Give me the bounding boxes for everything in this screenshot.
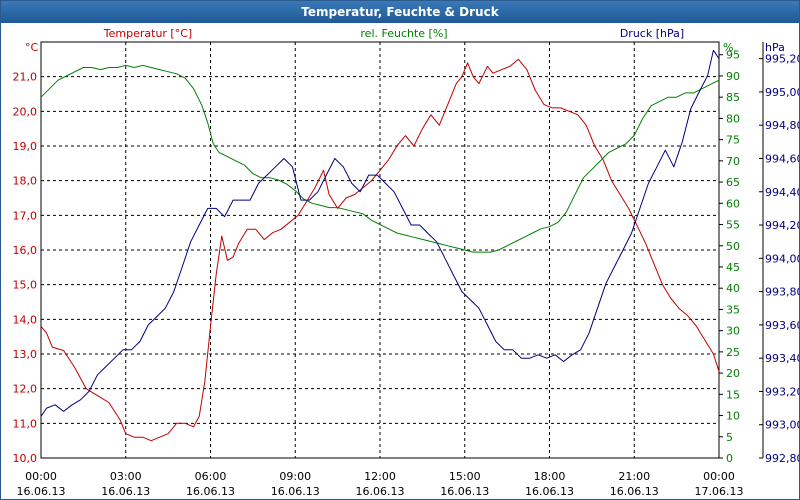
x-tick-date: 16.06.13 [610,485,659,498]
pressure-tick-label: 994,60 [765,152,799,165]
temperature-tick-label: 11,0 [13,417,38,430]
humidity-tick-label: 15 [726,388,740,401]
pressure-tick-label: 993,20 [765,385,799,398]
x-tick-time: 00:00 [703,470,735,483]
humidity-tick-label: 70 [726,155,740,168]
temperature-tick-label: 10,0 [13,452,38,465]
pressure-tick-label: 993,80 [765,286,799,299]
humidity-tick-label: 75 [726,134,740,147]
x-tick-time: 12:00 [364,470,396,483]
humidity-tick-label: 95 [726,49,740,62]
pressure-tick-label: 994,00 [765,252,799,265]
humidity-tick-label: 45 [726,261,740,274]
x-tick-time: 18:00 [534,470,566,483]
humidity-tick-label: 25 [726,346,740,359]
humidity-tick-label: 30 [726,325,740,338]
humidity-unit: % [723,41,733,54]
temperature-tick-label: 18,0 [13,175,38,188]
temperature-tick-label: 13,0 [13,348,38,361]
series-line-temperature [40,58,720,442]
x-tick-time: 21:00 [618,470,650,483]
temperature-tick-label: 21,0 [13,71,38,84]
temperature-tick-label: 20,0 [13,105,38,118]
pressure-axis-label: Druck [hPa] [620,27,684,40]
x-tick-date: 16.06.13 [525,485,574,498]
pressure-tick-label: 995,20 [765,53,799,66]
humidity-tick-label: 40 [726,282,740,295]
humidity-tick-label: 65 [726,176,740,189]
pressure-tick-label: 993,40 [765,352,799,365]
temperature-tick-label: 14,0 [13,313,38,326]
humidity-tick-label: 85 [726,91,740,104]
x-tick-time: 06:00 [195,470,227,483]
x-tick-date: 16.06.13 [440,485,489,498]
pressure-tick-label: 994,40 [765,186,799,199]
humidity-tick-label: 10 [726,410,740,423]
temperature-tick-label: 19,0 [13,140,38,153]
series-line-pressure [40,49,720,417]
humidity-tick-label: 35 [726,303,740,316]
pressure-tick-label: 993,00 [765,419,799,432]
humidity-tick-label: 60 [726,197,740,210]
x-tick-date: 17.06.13 [695,485,744,498]
x-tick-time: 15:00 [449,470,481,483]
x-tick-date: 16.06.13 [356,485,405,498]
humidity-axis-label: rel. Feuchte [%] [360,27,447,40]
humidity-tick-label: 5 [726,431,733,444]
humidity-tick-label: 80 [726,112,740,125]
x-tick-date: 16.06.13 [186,485,235,498]
temperature-axis-label: Temperatur [°C] [103,27,192,40]
pressure-tick-label: 993,60 [765,319,799,332]
pressure-tick-label: 995,00 [765,86,799,99]
pressure-unit: hPa [765,41,785,54]
humidity-tick-label: 0 [726,452,733,465]
humidity-tick-label: 50 [726,240,740,253]
pressure-tick-label: 992,80 [765,452,799,465]
x-tick-time: 09:00 [279,470,311,483]
humidity-tick-label: 55 [726,219,740,232]
humidity-tick-label: 20 [726,367,740,380]
pressure-tick-label: 994,80 [765,119,799,132]
pressure-tick-label: 994,20 [765,219,799,232]
x-tick-time: 03:00 [110,470,142,483]
temperature-unit: °C [25,41,39,54]
window-title: Temperatur, Feuchte & Druck [1,1,799,23]
humidity-tick-label: 90 [726,70,740,83]
temperature-tick-label: 17,0 [13,209,38,222]
x-tick-time: 00:00 [25,470,57,483]
temperature-tick-label: 16,0 [13,244,38,257]
x-tick-date: 16.06.13 [101,485,150,498]
x-tick-date: 16.06.13 [271,485,320,498]
temperature-tick-label: 15,0 [13,279,38,292]
series-line-humidity [40,64,720,253]
x-tick-date: 16.06.13 [17,485,66,498]
temperature-tick-label: 12,0 [13,383,38,396]
